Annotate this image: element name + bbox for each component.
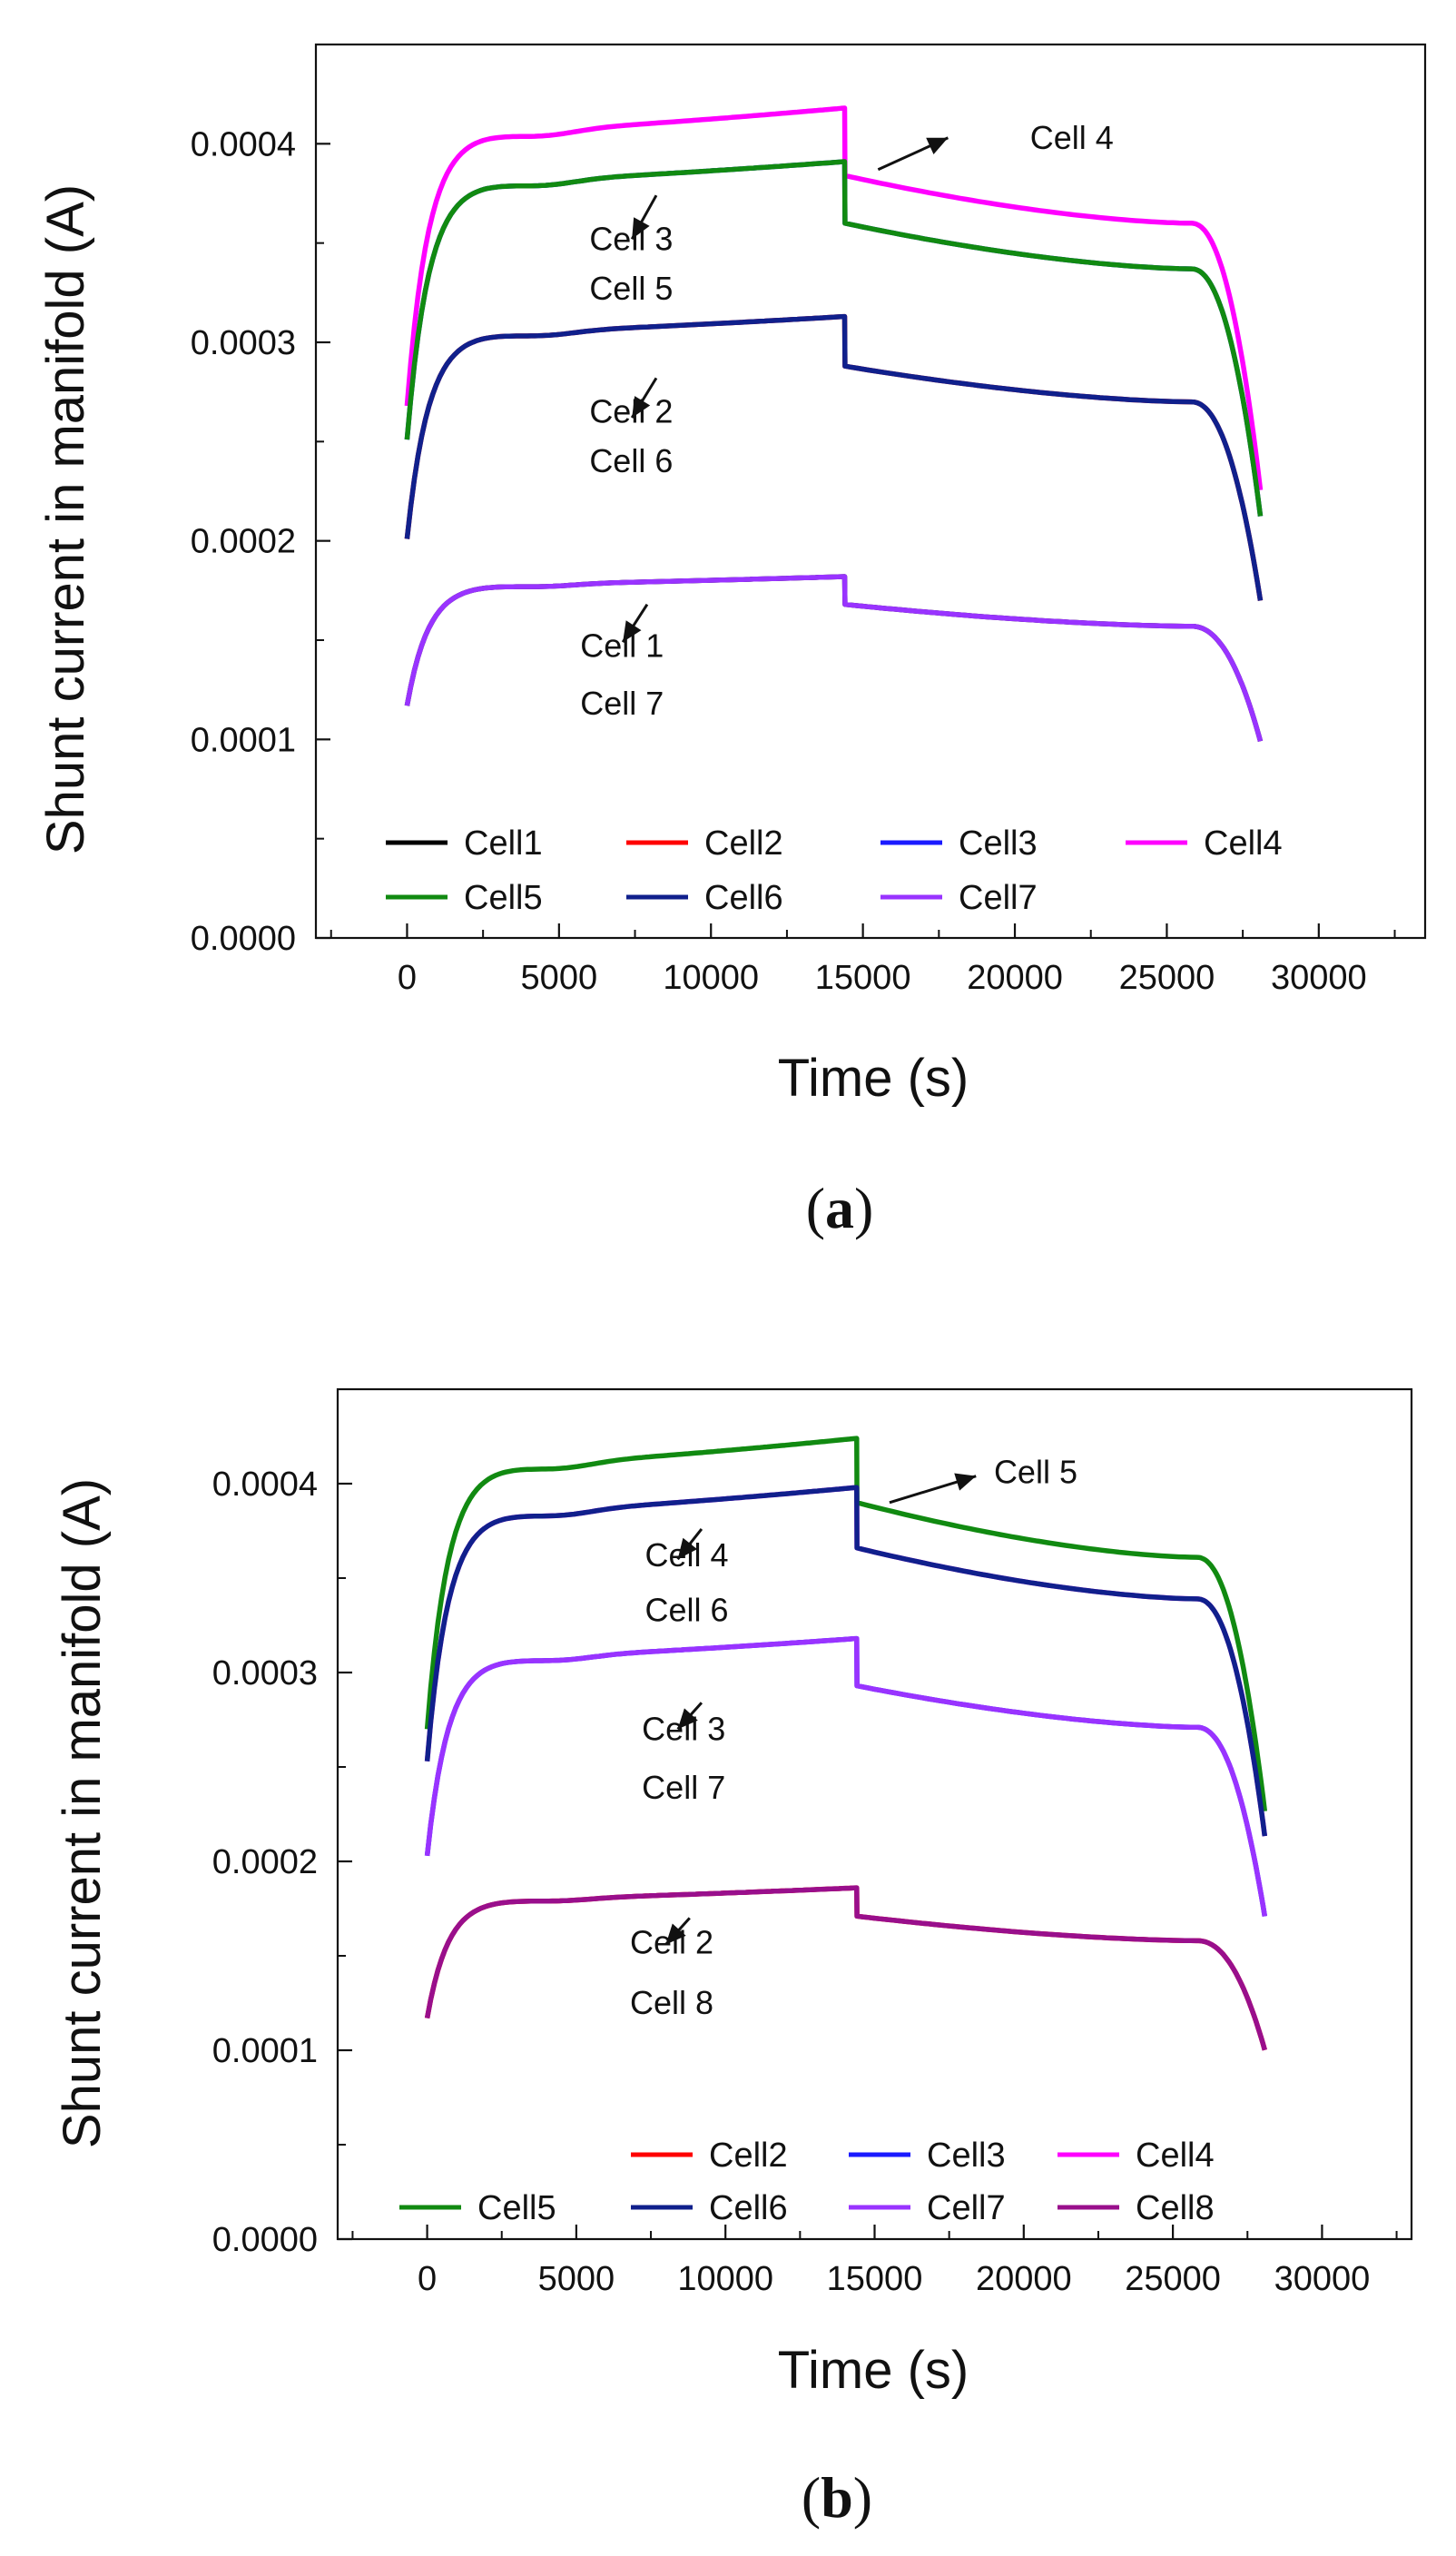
chart-b-legend-label: Cell6: [709, 2189, 788, 2227]
chart-b-annotation: Cell 6: [644, 1591, 728, 1628]
panel-label-a-letter: a: [825, 1176, 854, 1240]
chart-b-legend-label: Cell2: [709, 2137, 788, 2175]
chart-b-legend-label: Cell3: [927, 2137, 1006, 2175]
chart-b-annotation-arrowhead: [954, 1473, 977, 1491]
chart-a-ytick-label: 0.0000: [191, 920, 296, 958]
chart-b-annotation-arrowhead: [677, 1537, 698, 1560]
chart-b-annotation: Cell 8: [630, 1984, 713, 2021]
chart-a-xtick-label: 10000: [663, 959, 759, 997]
panel-label-b: (b): [802, 2465, 872, 2530]
chart-b-ytick-label: 0.0004: [212, 1466, 318, 1504]
chart-a-series-cell6: [404, 313, 1264, 601]
chart-b-xtick-label: 30000: [1274, 2260, 1371, 2298]
chart-a-legend-label: Cell2: [704, 824, 783, 863]
chart-b-ytick-label: 0.0003: [212, 1654, 318, 1692]
chart-b-xtick-label: 5000: [538, 2260, 615, 2298]
chart-panel-b: Shunt current in manifold (A) Time (s) 0…: [53, 1387, 1413, 2400]
chart-b-annotation: Cell 7: [642, 1769, 725, 1806]
chart-b-xtick-label: 15000: [827, 2260, 923, 2298]
chart-a-ytick-label: 0.0002: [191, 523, 296, 561]
chart-a-series-cell7: [404, 574, 1264, 743]
chart-a-annotation-arrowhead: [623, 620, 642, 643]
chart-a-legend-label: Cell5: [464, 879, 543, 917]
chart-a-legend-label: Cell4: [1204, 824, 1283, 863]
chart-b-series-cell5: [424, 1436, 1268, 1812]
chart-b-legend-label: Cell4: [1136, 2137, 1215, 2175]
chart-a-xlabel: Time (s): [778, 1049, 969, 1108]
chart-b-series-cell6: [424, 1485, 1268, 1837]
chart-b-annotation-arrowhead: [665, 1923, 686, 1945]
chart-a-xtick-label: 0: [398, 959, 417, 997]
chart-a-ytick-label: 0.0001: [191, 721, 296, 759]
chart-a-legend-label: Cell1: [464, 824, 543, 863]
panel-label-a: (a): [806, 1176, 874, 1240]
chart-a-annotation: Cell 2: [589, 393, 673, 430]
chart-b-ylabel: Shunt current in manifold (A): [53, 1478, 112, 2148]
chart-b-ytick-label: 0.0001: [212, 2032, 318, 2070]
chart-a-legend-label: Cell7: [959, 879, 1038, 917]
chart-a-xtick-label: 15000: [815, 959, 911, 997]
chart-a-series-cell5: [404, 159, 1264, 517]
chart-b-legend-label: Cell5: [477, 2189, 556, 2227]
chart-a-annotation: Cell 1: [580, 627, 664, 665]
chart-a-annotation: Cell 5: [589, 270, 673, 307]
chart-b-xtick-label: 20000: [976, 2260, 1072, 2298]
chart-a-annotation: Cell 6: [589, 442, 673, 479]
chart-a-frame: [314, 43, 1427, 940]
chart-b-series-cell7: [424, 1635, 1268, 1917]
chart-a-legend-label: Cell6: [704, 879, 783, 917]
chart-a-annotation-arrowhead: [632, 396, 651, 419]
chart-a-ytick-label: 0.0003: [191, 324, 296, 362]
chart-b-annotation: Cell 5: [994, 1454, 1077, 1491]
chart-b-xtick-label: 10000: [677, 2260, 773, 2298]
chart-a-ylabel: Shunt current in manifold (A): [36, 184, 95, 854]
chart-a-xtick-label: 20000: [967, 959, 1063, 997]
chart-b-xtick-label: 0: [418, 2260, 437, 2298]
chart-b-annotation-arrowhead: [677, 1708, 698, 1730]
chart-b-legend-label: Cell7: [927, 2189, 1006, 2227]
chart-a-annotation-arrowhead: [632, 217, 650, 240]
chart-a-ytick-label: 0.0004: [191, 125, 296, 163]
chart-b-ytick-label: 0.0000: [212, 2221, 318, 2259]
chart-b-legend-label: Cell8: [1136, 2189, 1215, 2227]
chart-panel-a: Shunt current in manifold (A) Time (s) 0…: [36, 43, 1427, 1108]
chart-a-series-cell4: [404, 105, 1264, 491]
chart-b-ytick-label: 0.0002: [212, 1843, 318, 1881]
chart-a-annotation-arrowhead: [926, 137, 949, 154]
chart-a-annotation: Cell 4: [1030, 119, 1114, 156]
chart-b-xlabel: Time (s): [778, 2341, 969, 2400]
chart-a-legend-label: Cell3: [959, 824, 1038, 863]
panel-label-b-letter: b: [821, 2465, 853, 2530]
chart-a-xtick-label: 25000: [1119, 959, 1215, 997]
chart-a-xtick-label: 5000: [521, 959, 598, 997]
chart-a-xtick-label: 30000: [1271, 959, 1367, 997]
chart-a-annotation: Cell 7: [580, 685, 664, 722]
chart-b-xtick-label: 25000: [1125, 2260, 1221, 2298]
chart-b-series-cell8: [424, 1885, 1267, 2051]
